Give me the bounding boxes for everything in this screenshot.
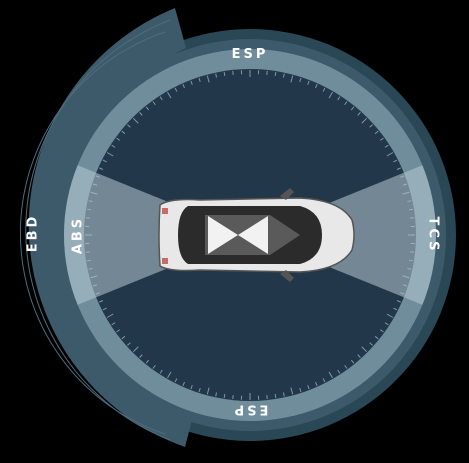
tcs-label: TCS: [426, 216, 441, 253]
abs-label: ABS: [71, 216, 86, 254]
dial-tick: [224, 72, 225, 76]
dial-tick: [275, 394, 276, 398]
esp-label-top: ESP: [232, 47, 269, 62]
dial-tick: [275, 72, 276, 76]
car-top-view-icon: [159, 188, 354, 282]
dial-tick: [224, 394, 225, 398]
ebd-label: EBD: [26, 214, 41, 253]
esp-label-bottom: ESP: [232, 402, 269, 417]
